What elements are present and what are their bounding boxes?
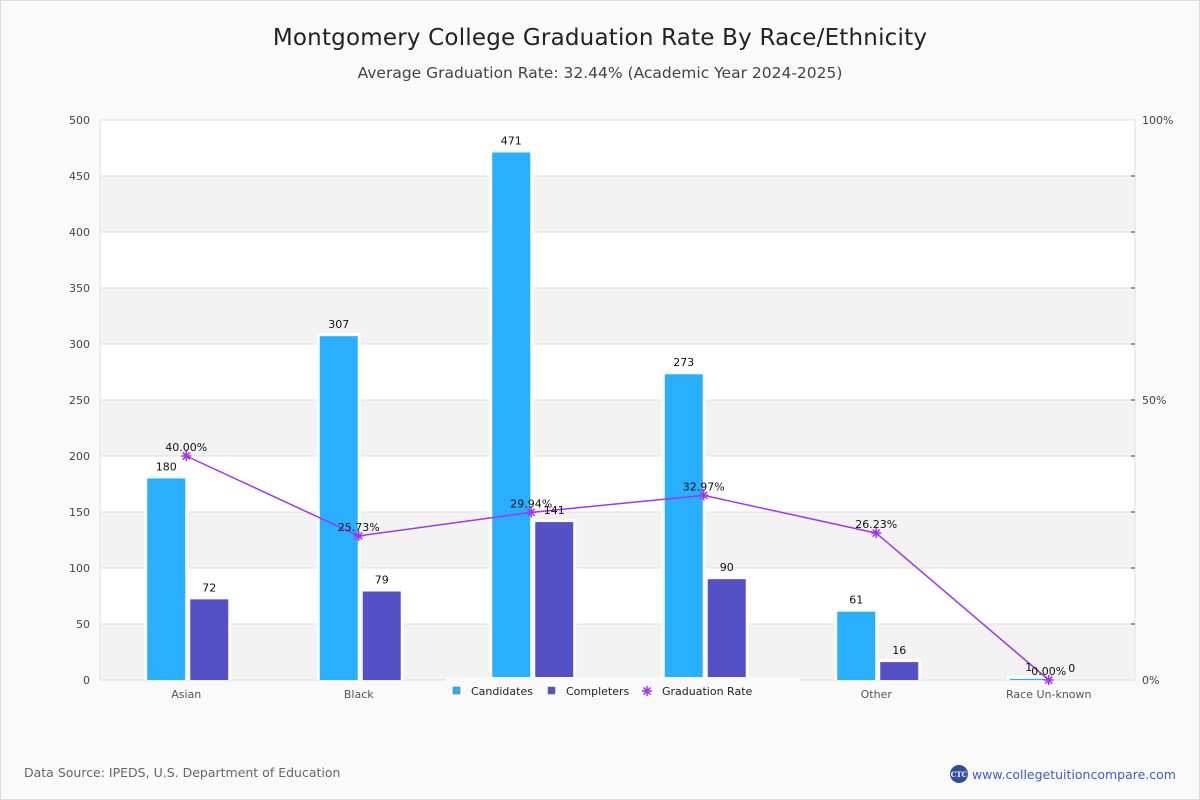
candidates-value-label: 180 (156, 460, 177, 473)
y-tick-label: 450 (69, 170, 90, 183)
rate-value-label: 32.97% (683, 480, 725, 493)
rate-value-label: 29.94% (510, 497, 552, 510)
y2-tick-label: 0% (1142, 674, 1159, 687)
completers-value-label: 72 (202, 581, 216, 594)
y-tick-label: 0 (83, 674, 90, 687)
graduation-rate-line (185, 455, 1050, 681)
x-tick-label: Asian (171, 688, 201, 701)
y-tick-label: 300 (69, 338, 90, 351)
graduation-rate-point (698, 490, 709, 501)
legend-candidates-swatch (452, 686, 461, 695)
x-tick-label: Black (344, 688, 374, 701)
x-axis: Asian Black Other Race Un-known (171, 688, 1091, 701)
graduation-rate-point (181, 451, 192, 461)
rate-value-label: 25.73% (338, 521, 380, 534)
y-tick-label: 350 (69, 282, 90, 295)
graduation-rate-point (526, 507, 537, 518)
star-stroke (527, 508, 536, 517)
legend-candidates-label: Candidates (471, 685, 533, 698)
right-axis: 0% 50% 100% (1131, 114, 1173, 687)
rate-line-series (181, 451, 1054, 685)
candidates-bar (837, 611, 876, 680)
candidates-value-label: 471 (501, 134, 522, 147)
completers-bar (707, 579, 746, 680)
completers-bar (880, 662, 919, 680)
legend-background (446, 677, 800, 701)
legend-rate-marker (642, 686, 652, 696)
completers-bar (190, 599, 229, 680)
completers-bar (535, 522, 574, 680)
y2-tick-label: 50% (1142, 394, 1166, 407)
grid-band (101, 624, 1134, 680)
candidates-bar (1009, 678, 1048, 680)
candidates-bar (664, 374, 703, 680)
completers-value-label: 0 (1068, 662, 1075, 675)
y-tick-label: 200 (69, 450, 90, 463)
rate-value-label: 26.23% (855, 518, 897, 531)
candidates-value-label: 307 (328, 318, 349, 331)
completers-value-label: 141 (544, 504, 565, 517)
rate-value-label: 0.00% (1031, 665, 1066, 678)
y2-tick-label: 100% (1142, 114, 1173, 127)
star-stroke (872, 529, 881, 538)
y-tick-label: 250 (69, 394, 90, 407)
candidates-value-label: 273 (673, 356, 694, 369)
grid-band (101, 288, 1134, 344)
bar-outline (1006, 675, 1051, 680)
candidates-bar (319, 336, 358, 680)
site-url[interactable]: www.collegetuitioncompare.com (971, 766, 1176, 782)
rate-value-label: 40.00% (165, 441, 207, 454)
y-tick-label: 50 (76, 618, 90, 631)
candidates-value-label: 1 (1025, 661, 1032, 674)
legend-completers-label: Completers (566, 685, 630, 698)
candidates-value-label: 61 (849, 594, 863, 607)
chart-title: Montgomery College Graduation Rate By Ra… (272, 25, 928, 51)
grid-band (101, 400, 1134, 456)
bar-series (144, 149, 1051, 681)
legend-rate-label: Graduation Rate (662, 685, 753, 698)
y-tick-label: 100 (69, 562, 90, 575)
y-tick-label: 500 (69, 114, 90, 127)
legend-completers-swatch (547, 686, 556, 695)
candidates-bar (492, 152, 531, 681)
star-stroke (182, 451, 191, 461)
legend[interactable]: Candidates Completers Graduation Rate (446, 677, 800, 701)
y-tick-label: 150 (69, 506, 90, 519)
star-stroke (699, 491, 708, 500)
graduation-rate-point (353, 530, 364, 541)
y-tick-label: 400 (69, 226, 90, 239)
star-stroke (1044, 675, 1053, 685)
site-link[interactable]: CTC www.collegetuitioncompare.com (949, 765, 1176, 783)
star-stroke (354, 531, 363, 540)
x-tick-label: Race Un-known (1006, 688, 1092, 701)
completers-value-label: 79 (375, 574, 389, 587)
completers-value-label: 90 (720, 561, 734, 574)
grid-band (101, 512, 1134, 568)
graduation-rate-point (871, 528, 882, 539)
completers-bar (362, 591, 401, 680)
data-source: Data Source: IPEDS, U.S. Department of E… (24, 765, 341, 780)
grid-band (101, 176, 1134, 232)
x-tick-label: Other (861, 688, 893, 701)
completers-value-label: 16 (892, 644, 906, 657)
plot-background (99, 119, 1136, 681)
ctc-logo-icon: CTC (949, 765, 968, 783)
candidates-bar (147, 478, 186, 680)
graduation-rate-point (1043, 675, 1054, 685)
star-stroke (642, 686, 652, 696)
chart-subtitle: Average Graduation Rate: 32.44% (Academi… (357, 64, 843, 82)
